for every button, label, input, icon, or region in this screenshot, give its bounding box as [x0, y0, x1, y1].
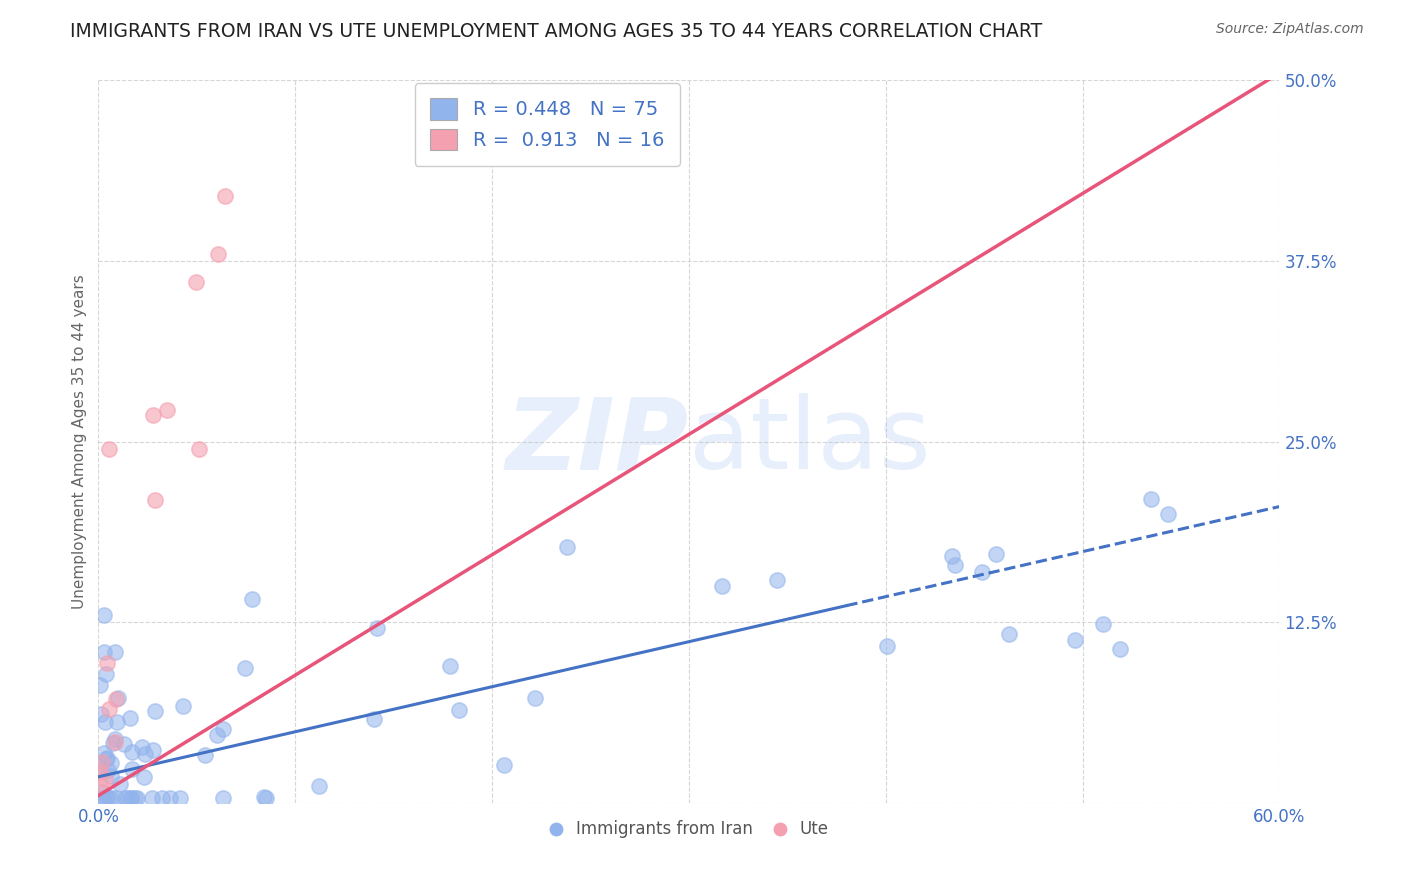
Point [984, 547, 1007, 561]
Point [89, 763, 111, 777]
Point [998, 627, 1021, 641]
Point [253, 789, 276, 804]
Point [876, 640, 898, 654]
Point [104, 735, 127, 749]
Point [1091, 617, 1114, 632]
Point [169, 791, 191, 805]
Point [308, 779, 330, 793]
Point [943, 558, 966, 572]
Point [94, 791, 117, 805]
Point [100, 756, 122, 770]
Point [156, 403, 179, 417]
Point [1109, 641, 1132, 656]
Point [93, 645, 115, 659]
Point [104, 691, 127, 706]
Point [90, 785, 112, 799]
Y-axis label: Unemployment Among Ages 35 to 44 years: Unemployment Among Ages 35 to 44 years [72, 274, 87, 609]
Point [363, 712, 385, 726]
Text: IMMIGRANTS FROM IRAN VS UTE UNEMPLOYMENT AMONG AGES 35 TO 44 YEARS CORRELATION C: IMMIGRANTS FROM IRAN VS UTE UNEMPLOYMENT… [70, 22, 1043, 41]
Point [89, 678, 111, 692]
Point [89, 791, 111, 805]
Point [108, 777, 131, 791]
Point [93, 608, 115, 623]
Point [150, 791, 173, 805]
Point [90, 706, 112, 721]
Text: Source: ZipAtlas.com: Source: ZipAtlas.com [1216, 22, 1364, 37]
Point [1157, 507, 1180, 521]
Point [211, 791, 233, 805]
Point [120, 791, 142, 805]
Point [1064, 633, 1087, 648]
Point [114, 791, 136, 805]
Point [127, 791, 149, 805]
Point [240, 592, 263, 607]
Point [96, 751, 118, 765]
Point [449, 703, 471, 717]
Point [100, 791, 122, 805]
Point [121, 762, 143, 776]
Point [98, 702, 121, 716]
Point [142, 742, 165, 756]
Point [186, 275, 208, 289]
Point [492, 758, 515, 772]
Point [107, 690, 129, 705]
Point [254, 791, 277, 805]
Point [94, 714, 117, 729]
Point [105, 791, 128, 805]
Point [141, 791, 163, 805]
Point [143, 493, 166, 508]
Text: atlas: atlas [689, 393, 931, 490]
Point [94, 667, 117, 681]
Point [115, 791, 138, 805]
Point [97, 789, 120, 804]
Point [143, 704, 166, 718]
Point [112, 737, 135, 751]
Point [159, 791, 181, 805]
Point [941, 549, 963, 564]
Text: ZIP: ZIP [506, 393, 689, 490]
Point [97, 763, 120, 777]
Point [90, 755, 112, 769]
Point [188, 442, 211, 456]
Point [120, 791, 142, 805]
Point [101, 736, 124, 750]
Point [93, 746, 115, 760]
Point [98, 442, 121, 456]
Point [1139, 492, 1161, 507]
Point [131, 740, 153, 755]
Point [211, 723, 233, 737]
Point [96, 752, 118, 766]
Point [557, 541, 579, 555]
Point [96, 656, 118, 670]
Point [121, 745, 143, 759]
Point [100, 768, 122, 782]
Point [366, 622, 388, 636]
Point [104, 732, 127, 747]
Point [524, 691, 547, 706]
Point [120, 711, 142, 725]
Point [89, 777, 111, 791]
Point [766, 573, 789, 587]
Point [142, 409, 165, 423]
Point [207, 246, 229, 260]
Point [105, 714, 128, 729]
Point [94, 772, 117, 786]
Point [194, 747, 217, 762]
Point [972, 565, 994, 579]
Point [214, 189, 236, 203]
Point [172, 699, 194, 714]
Legend: Immigrants from Iran, Ute: Immigrants from Iran, Ute [543, 814, 835, 845]
Point [710, 579, 733, 593]
Point [134, 747, 156, 761]
Point [134, 770, 156, 784]
Point [89, 765, 111, 780]
Point [103, 645, 125, 659]
Point [233, 661, 256, 675]
Point [439, 659, 461, 673]
Point [205, 728, 228, 742]
Point [93, 791, 115, 805]
Point [124, 791, 146, 805]
